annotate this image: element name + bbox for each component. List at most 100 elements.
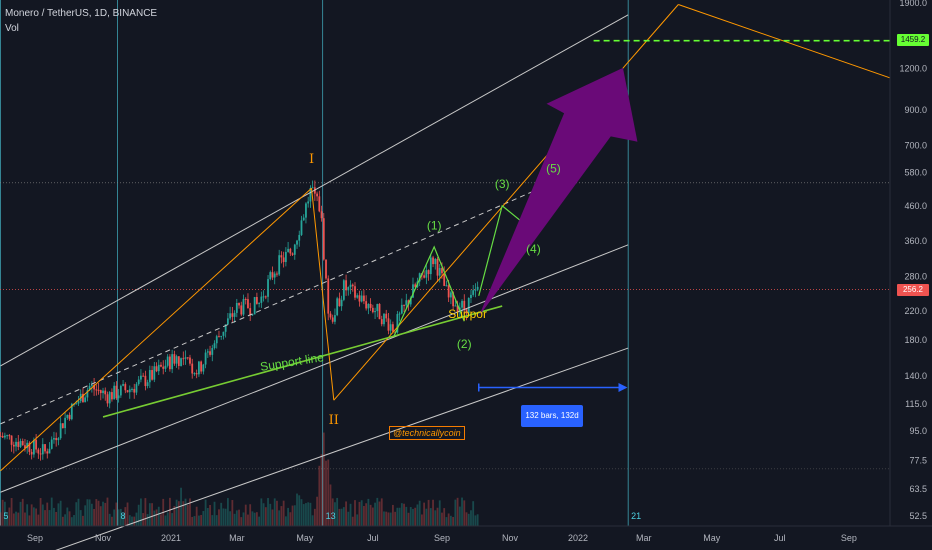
date-range-measure-label: 132 bars, 132d <box>521 405 583 427</box>
candle-body <box>97 389 100 391</box>
candle-body <box>169 356 171 370</box>
candle-body <box>412 284 414 298</box>
candle-body <box>119 385 122 396</box>
wave-2-label: (2) <box>457 337 472 351</box>
target-price-label: 1459.2 <box>897 34 929 46</box>
candle-body <box>367 303 370 309</box>
volume-bars <box>0 432 479 526</box>
candle-body <box>334 315 336 322</box>
candle-body <box>371 307 374 313</box>
volume-bar <box>347 511 350 526</box>
candle-body <box>305 203 307 218</box>
channel-line <box>0 14 629 367</box>
volume-bar <box>95 499 98 526</box>
candle-body <box>414 284 417 287</box>
volume-bar <box>267 498 269 526</box>
volume-bar <box>371 507 374 526</box>
volume-bar <box>28 515 31 526</box>
volume-bar <box>476 514 479 526</box>
time-tick-label: Jul <box>367 533 379 543</box>
time-tick-label: May <box>296 533 314 543</box>
price-tick-label: 63.5 <box>909 484 927 494</box>
candle-body <box>142 375 145 377</box>
candle-body <box>64 417 67 429</box>
candle-body <box>282 257 285 263</box>
time-tick-label: 2022 <box>568 533 588 543</box>
volume-bar <box>251 511 254 526</box>
volume-bar <box>447 513 450 526</box>
volume-bar <box>416 504 419 526</box>
candle-body <box>75 403 78 405</box>
volume-bar <box>175 499 178 526</box>
candle-body <box>345 280 347 291</box>
candle-body <box>307 201 310 204</box>
volume-bar <box>255 512 258 526</box>
volume-bar <box>222 508 225 526</box>
price-tick-label: 1900.0 <box>899 0 927 8</box>
candle-body <box>77 401 80 404</box>
volume-bar <box>53 507 55 526</box>
volume-bar <box>17 512 20 526</box>
candle-body <box>151 370 153 380</box>
candle-body <box>200 361 203 372</box>
price-tick-label: 900.0 <box>904 105 927 115</box>
volume-bar <box>461 497 463 526</box>
volume-bar <box>253 512 256 526</box>
grid-lines <box>0 0 890 526</box>
candle-body <box>93 384 95 390</box>
volume-bar <box>340 508 343 526</box>
candle-body <box>284 251 287 263</box>
volume-bar <box>113 509 116 526</box>
candle-body <box>264 296 267 298</box>
volume-bar <box>108 513 111 526</box>
volume-bar <box>50 497 53 526</box>
volume-indicator-label[interactable]: Vol <box>5 23 19 34</box>
candle-body <box>24 445 26 449</box>
candle-body <box>90 384 93 386</box>
volume-bar <box>327 459 330 526</box>
candle-body <box>0 435 2 437</box>
candle-body <box>260 296 263 303</box>
volume-bar <box>202 511 205 526</box>
volume-bar <box>432 499 434 526</box>
volume-bar <box>70 517 73 526</box>
volume-bar <box>90 503 93 526</box>
volume-bar <box>367 498 370 526</box>
volume-bar <box>244 504 247 526</box>
candle-body <box>235 302 238 313</box>
volume-bar <box>233 513 236 526</box>
candle-body <box>349 284 352 288</box>
price-axis[interactable]: 52.5 63.5 77.5 95.0 115.0 140.0 180.0 220.0 280.… <box>889 0 932 550</box>
volume-bar <box>115 502 118 526</box>
candle-body <box>195 373 198 375</box>
volume-bar <box>396 507 399 526</box>
candle-body <box>21 441 24 446</box>
candle-body <box>117 395 120 399</box>
volume-bar <box>66 507 69 526</box>
time-axis[interactable]: Sep Nov 2021 Mar May Jul Sep Nov 2022 Mar May Jul Se… <box>0 525 932 543</box>
volume-bar <box>284 516 287 526</box>
volume-bar <box>171 513 174 526</box>
volume-bar <box>296 493 298 526</box>
volume-bar <box>434 510 437 526</box>
volume-bar <box>77 498 80 526</box>
price-tick-label: 220.0 <box>904 306 927 316</box>
candle-body <box>374 311 376 313</box>
cycle-number-label: 8 <box>121 511 126 521</box>
candle-body <box>258 302 261 304</box>
volume-bar <box>449 515 452 526</box>
volume-bar <box>73 515 75 526</box>
candle-body <box>44 444 46 452</box>
candle-body <box>342 280 345 300</box>
candle-body <box>218 336 220 338</box>
volume-bar <box>318 465 321 526</box>
volume-bar <box>407 512 410 526</box>
current-price-label: 256.2 <box>897 284 929 296</box>
volume-bar <box>137 504 140 526</box>
candle-body <box>102 390 104 394</box>
volume-bar <box>392 504 394 526</box>
volume-bar <box>209 505 211 526</box>
candle-body <box>95 389 98 391</box>
candle-body <box>249 308 252 315</box>
